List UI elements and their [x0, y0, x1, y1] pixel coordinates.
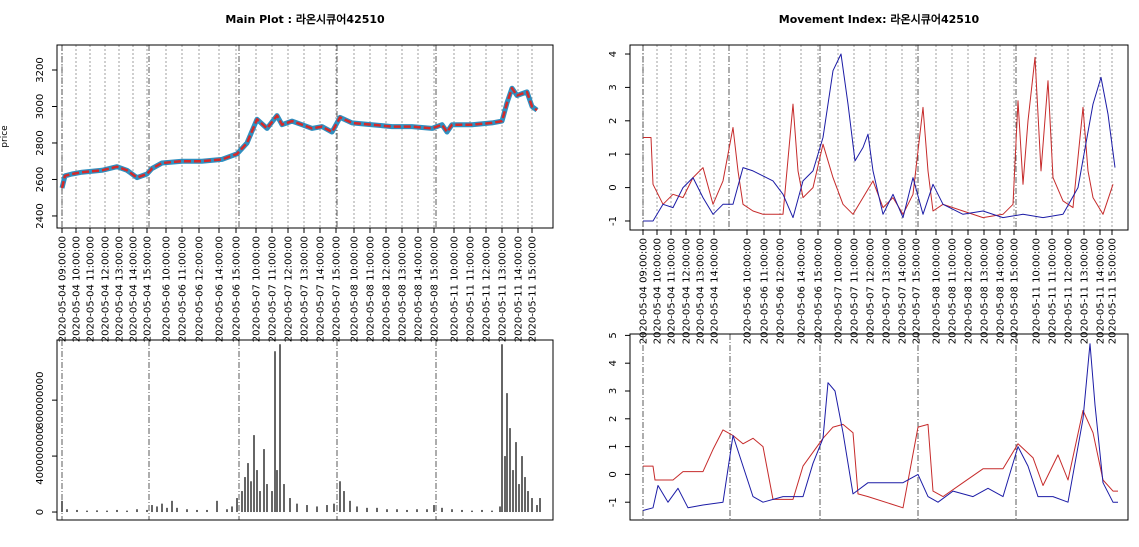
x-tick-label: 2020-05-11 10:00:00 — [1032, 238, 1043, 344]
x-tick-label: 2020-05-04 13:00:00 — [115, 236, 126, 342]
y-tick-label: -1 — [608, 497, 619, 507]
x-tick-label: 2020-05-08 14:00:00 — [414, 236, 425, 342]
x-tick-label: 2020-05-11 12:00:00 — [1064, 238, 1075, 344]
x-tick-label: 2020-05-07 14:00:00 — [316, 236, 327, 342]
y-tick-label: 3 — [608, 388, 619, 394]
series-line — [643, 53, 1116, 222]
x-tick-label: 2020-05-11 13:00:00 — [498, 236, 509, 342]
x-tick-label: 2020-05-11 12:00:00 — [482, 236, 493, 342]
x-tick-label: 2020-05-08 11:00:00 — [366, 236, 377, 342]
x-tick-label: 2020-05-08 15:00:00 — [1010, 238, 1021, 344]
y-tick-label: 0 — [608, 471, 619, 477]
x-tick-label: 2020-05-08 12:00:00 — [382, 236, 393, 342]
x-tick-label: 2020-05-08 14:00:00 — [996, 238, 1007, 344]
series-line — [60, 86, 538, 189]
x-tick-label: 2020-05-07 13:00:00 — [882, 238, 893, 344]
x-tick-label: 2020-05-08 13:00:00 — [398, 236, 409, 342]
x-tick-label: 2020-05-07 15:00:00 — [912, 238, 923, 344]
y-tick-label: 400000000 — [35, 427, 46, 484]
y-tick-label: 3 — [608, 84, 619, 90]
y-tick-label: 2 — [608, 118, 619, 124]
x-tick-label: 2020-05-06 10:00:00 — [743, 238, 754, 344]
x-tick-label: 2020-05-07 10:00:00 — [834, 238, 845, 344]
x-tick-label: 2020-05-04 11:00:00 — [667, 238, 678, 344]
y-tick-label: 0 — [608, 184, 619, 190]
x-tick-label: 2020-05-11 15:00:00 — [528, 236, 539, 342]
y-tick-label: 4 — [608, 360, 619, 366]
y-tick-label: 3000 — [35, 94, 46, 119]
x-tick-label: 2020-05-11 15:00:00 — [1108, 238, 1119, 344]
x-tick-label: 2020-05-07 12:00:00 — [866, 238, 877, 344]
x-tick-label: 2020-05-08 10:00:00 — [350, 236, 361, 342]
y-tick-label: 5 — [608, 332, 619, 338]
y-tick-label: -1 — [608, 216, 619, 226]
y-tick-label: 800000000 — [35, 372, 46, 429]
x-tick-label: 2020-05-04 09:00:00 — [58, 236, 69, 342]
x-tick-label: 2020-05-04 10:00:00 — [72, 236, 83, 342]
x-tick-label: 2020-05-07 13:00:00 — [300, 236, 311, 342]
series-line — [642, 343, 1118, 511]
x-tick-label: 2020-05-04 12:00:00 — [101, 236, 112, 342]
x-tick-label: 2020-05-11 10:00:00 — [450, 236, 461, 342]
x-tick-label: 2020-05-06 10:00:00 — [162, 236, 173, 342]
x-tick-label: 2020-05-06 15:00:00 — [232, 236, 243, 342]
x-tick-label: 2020-05-06 12:00:00 — [776, 238, 787, 344]
chart-title: Movement Index: 라온시큐어42510 — [779, 12, 980, 26]
y-axis-label: price — [0, 125, 10, 148]
x-tick-label: 2020-05-08 11:00:00 — [948, 238, 959, 344]
y-tick-label: 2600 — [35, 167, 46, 192]
x-tick-label: 2020-05-04 13:00:00 — [696, 238, 707, 344]
plot-frame — [56, 339, 554, 521]
chart-title: Main Plot : 라온시큐어42510 — [225, 12, 385, 26]
x-tick-label: 2020-05-08 12:00:00 — [964, 238, 975, 344]
x-tick-label: 2020-05-11 14:00:00 — [1096, 238, 1107, 344]
y-tick-label: 1 — [608, 443, 619, 449]
x-tick-label: 2020-05-08 10:00:00 — [932, 238, 943, 344]
x-tick-label: 2020-05-07 11:00:00 — [850, 238, 861, 344]
x-tick-label: 2020-05-06 11:00:00 — [760, 238, 771, 344]
x-tick-label: 2020-05-04 09:00:00 — [639, 238, 650, 344]
x-tick-label: 2020-05-04 15:00:00 — [143, 236, 154, 342]
x-tick-label: 2020-05-07 12:00:00 — [284, 236, 295, 342]
x-tick-label: 2020-05-06 15:00:00 — [814, 238, 825, 344]
x-tick-label: 2020-05-11 11:00:00 — [1048, 238, 1059, 344]
y-tick-label: 1 — [608, 151, 619, 157]
x-tick-label: 2020-05-08 13:00:00 — [980, 238, 991, 344]
plot-frame — [56, 44, 554, 229]
x-tick-label: 2020-05-06 14:00:00 — [797, 238, 808, 344]
x-tick-label: 2020-05-04 11:00:00 — [86, 236, 97, 342]
x-tick-label: 2020-05-06 11:00:00 — [178, 236, 189, 342]
x-tick-label: 2020-05-04 14:00:00 — [129, 236, 140, 342]
series-line — [643, 410, 1118, 509]
x-tick-label: 2020-05-07 14:00:00 — [898, 238, 909, 344]
y-tick-label: 2400 — [35, 203, 46, 228]
plot-frame — [629, 44, 1129, 231]
x-tick-label: 2020-05-07 11:00:00 — [268, 236, 279, 342]
y-tick-label: 2800 — [35, 130, 46, 155]
x-tick-label: 2020-05-04 12:00:00 — [682, 238, 693, 344]
x-tick-label: 2020-05-06 12:00:00 — [195, 236, 206, 342]
x-tick-label: 2020-05-08 15:00:00 — [430, 236, 441, 342]
x-tick-label: 2020-05-04 14:00:00 — [710, 238, 721, 344]
plot-frame — [629, 333, 1129, 521]
y-tick-label: 4 — [608, 51, 619, 57]
x-tick-label: 2020-05-04 10:00:00 — [653, 238, 664, 344]
x-tick-label: 2020-05-07 15:00:00 — [332, 236, 343, 342]
x-tick-label: 2020-05-11 11:00:00 — [466, 236, 477, 342]
y-tick-label: 2 — [608, 416, 619, 422]
x-tick-label: 2020-05-06 14:00:00 — [215, 236, 226, 342]
y-tick-label: 3200 — [35, 57, 46, 82]
y-tick-label: 0 — [35, 509, 46, 515]
x-tick-label: 2020-05-07 10:00:00 — [252, 236, 263, 342]
x-tick-label: 2020-05-11 14:00:00 — [514, 236, 525, 342]
x-tick-label: 2020-05-11 13:00:00 — [1080, 238, 1091, 344]
